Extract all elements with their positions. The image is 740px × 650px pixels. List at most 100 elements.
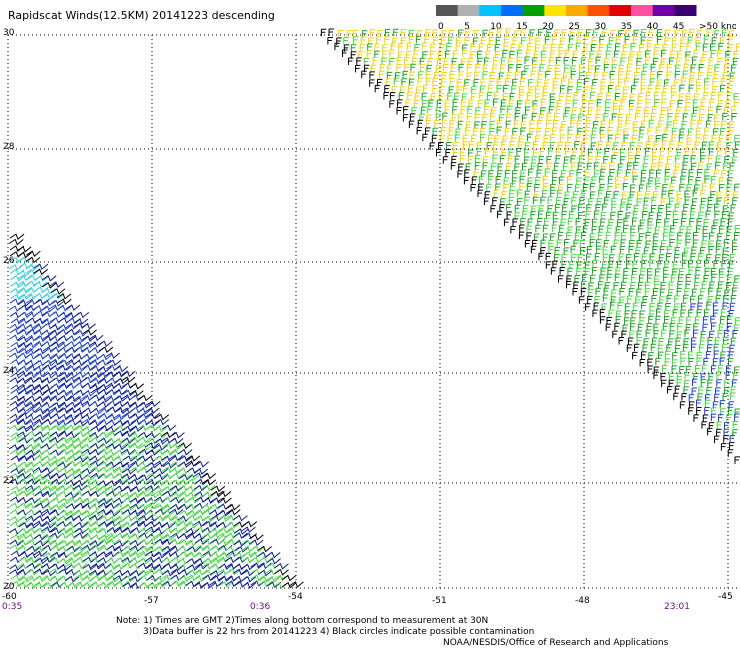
wind-barb bbox=[710, 322, 717, 331]
wind-barb bbox=[716, 191, 722, 199]
wind-barb bbox=[42, 552, 58, 559]
wind-barb bbox=[728, 357, 734, 366]
wind-barb bbox=[66, 551, 82, 558]
wind-barb bbox=[90, 534, 106, 541]
wind-barb bbox=[654, 92, 660, 100]
wind-barb bbox=[241, 563, 256, 571]
wind-barb bbox=[452, 50, 459, 58]
wind-barb bbox=[266, 562, 282, 570]
wind-barb bbox=[542, 224, 549, 233]
wind-barb bbox=[606, 141, 612, 150]
wind-barb bbox=[401, 78, 407, 86]
wind-barb bbox=[728, 442, 735, 450]
wind-barb bbox=[727, 449, 734, 457]
wind-barb bbox=[57, 395, 73, 402]
wind-barb bbox=[484, 191, 491, 199]
wind-barb bbox=[408, 120, 415, 129]
wind-barb bbox=[628, 288, 635, 296]
wind-barb bbox=[73, 322, 89, 329]
wind-barb bbox=[638, 225, 644, 233]
wind-barb bbox=[620, 156, 626, 164]
wind-barb bbox=[577, 253, 584, 262]
wind-barb bbox=[727, 177, 733, 185]
wind-barb bbox=[501, 140, 507, 149]
wind-barb bbox=[194, 515, 210, 522]
wind-barb bbox=[350, 44, 357, 52]
wind-barb bbox=[153, 425, 168, 433]
wind-barb bbox=[49, 281, 65, 288]
wind-barb bbox=[527, 79, 534, 87]
wind-barb bbox=[636, 330, 642, 339]
wind-barb bbox=[130, 418, 146, 426]
wind-barb bbox=[97, 508, 112, 516]
wind-barb bbox=[695, 134, 702, 142]
wind-barb bbox=[98, 346, 114, 354]
wind-barb bbox=[18, 556, 34, 564]
wind-barb bbox=[145, 412, 161, 419]
wind-barb bbox=[113, 569, 129, 577]
wind-barb bbox=[559, 126, 566, 135]
wind-barb bbox=[529, 36, 535, 44]
wind-barb bbox=[707, 336, 714, 345]
wind-barb bbox=[466, 113, 473, 121]
wind-barb bbox=[655, 268, 661, 276]
wind-barb bbox=[611, 289, 617, 297]
wind-barb bbox=[105, 454, 120, 462]
wind-barb bbox=[114, 473, 129, 480]
wind-barb bbox=[435, 65, 442, 73]
wind-barb bbox=[374, 43, 380, 51]
wind-barb bbox=[232, 568, 248, 576]
wind-barb bbox=[97, 581, 113, 589]
wind-barb bbox=[379, 63, 386, 72]
wind-barb bbox=[489, 29, 495, 37]
wind-barb bbox=[194, 526, 210, 534]
wind-barb bbox=[185, 528, 200, 535]
wind-barb bbox=[616, 260, 623, 269]
wind-barb bbox=[585, 29, 592, 37]
wind-barb bbox=[241, 556, 256, 564]
wind-barb bbox=[682, 29, 688, 38]
wind-barb bbox=[666, 245, 673, 254]
wind-barb bbox=[512, 218, 518, 226]
wind-barb bbox=[34, 275, 50, 282]
wind-barb bbox=[185, 558, 201, 565]
wind-barb bbox=[448, 30, 455, 38]
wind-barb bbox=[524, 56, 530, 65]
wind-barb bbox=[281, 574, 297, 582]
wind-barb bbox=[681, 168, 687, 177]
time-label-start: 0:35 bbox=[2, 602, 23, 612]
wind-barb bbox=[458, 63, 464, 72]
wind-barb bbox=[535, 85, 541, 94]
wind-barb bbox=[153, 467, 169, 475]
wind-barb bbox=[122, 504, 137, 511]
wind-barb bbox=[50, 503, 66, 511]
wind-barb bbox=[42, 479, 57, 487]
wind-barb bbox=[605, 323, 612, 332]
wind-barb bbox=[615, 36, 622, 44]
note-line-2: 3)Data buffer is 22 hrs from 20141223 4)… bbox=[143, 627, 535, 637]
wind-barb bbox=[653, 233, 659, 241]
wind-barb bbox=[521, 162, 528, 171]
wind-barb bbox=[42, 395, 57, 402]
wind-barb bbox=[661, 379, 667, 388]
wind-barb bbox=[34, 510, 49, 517]
wind-barb bbox=[533, 233, 540, 241]
wind-barb bbox=[683, 247, 690, 255]
wind-barb bbox=[724, 379, 730, 387]
wind-barb bbox=[570, 114, 577, 122]
wind-barb bbox=[121, 401, 137, 409]
wind-barb bbox=[496, 84, 503, 93]
wind-barb bbox=[555, 148, 562, 156]
wind-barb bbox=[138, 527, 153, 535]
wind-barb bbox=[17, 352, 32, 360]
wind-barb bbox=[369, 71, 375, 79]
wind-barb bbox=[10, 293, 26, 301]
wind-barb bbox=[603, 239, 610, 248]
wind-barb bbox=[497, 28, 503, 37]
wind-barb bbox=[540, 196, 546, 205]
wind-barb bbox=[693, 329, 699, 338]
wind-barb bbox=[408, 29, 415, 38]
wind-barb bbox=[671, 85, 677, 93]
wind-barb bbox=[474, 154, 481, 163]
wind-barb bbox=[404, 63, 410, 72]
